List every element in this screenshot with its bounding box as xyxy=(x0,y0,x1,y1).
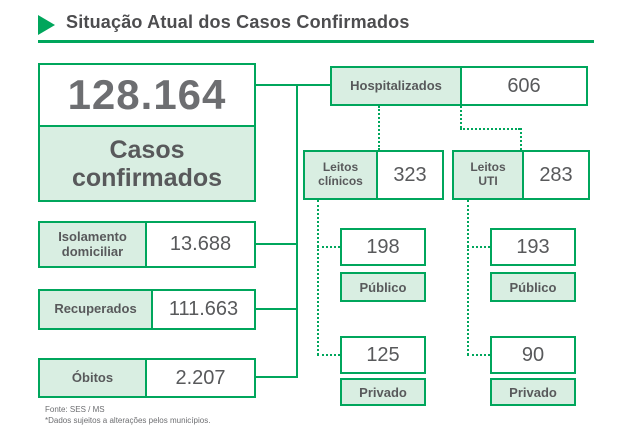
footer-source: Fonte: SES / MS xyxy=(45,405,105,414)
footer-note: *Dados sujeitos a alterações pelos munic… xyxy=(45,416,211,425)
title-bullet-icon xyxy=(38,15,55,35)
stat-leitos-uti-label: Leitos UTI xyxy=(454,152,524,198)
confirmed-cases-card: 128.164 Casos confirmados xyxy=(38,63,256,202)
connector-uti-publico-stub xyxy=(467,246,490,248)
stat-leitos-clinicos-value: 323 xyxy=(393,163,427,186)
stat-leitos-uti-value: 283 xyxy=(539,163,573,186)
stat-isolamento-value: 13.688 xyxy=(169,233,232,255)
uti-publico-label: Público xyxy=(490,272,576,302)
confirmed-cases-label: Casos confirmados xyxy=(40,127,254,200)
connector-hosp-to-uti-down xyxy=(520,128,522,150)
connector-uti-trunk xyxy=(467,200,469,355)
connector-clinicos-trunk xyxy=(317,200,319,355)
stat-isolamento-label: Isolamento domiciliar xyxy=(40,223,147,266)
connector-clinicos-publico-stub xyxy=(317,246,340,248)
confirmed-cases-value: 128.164 xyxy=(40,65,254,127)
title-underline xyxy=(38,40,594,43)
clinicos-privado-value: 125 xyxy=(340,336,426,374)
connector-hosp-to-clinicos xyxy=(378,106,380,150)
page-title: Situação Atual dos Casos Confirmados xyxy=(66,12,410,32)
connector-obitos-stub xyxy=(256,376,298,378)
stat-leitos-clinicos: Leitos clínicos 323 xyxy=(303,150,444,200)
stat-isolamento-domiciliar: Isolamento domiciliar 13.688 xyxy=(38,221,256,268)
stat-obitos: Óbitos 2.207 xyxy=(38,358,256,398)
connector-clinicos-privado-stub xyxy=(317,354,340,356)
connector-isolamento-stub xyxy=(256,243,298,245)
connector-hosp-to-uti-drop xyxy=(460,106,462,128)
connector-main-to-hospitalizados xyxy=(256,84,330,86)
stat-recuperados-label: Recuperados xyxy=(40,291,153,328)
connector-recuperados-stub xyxy=(256,308,298,310)
uti-privado-label: Privado xyxy=(490,378,576,406)
stat-obitos-label: Óbitos xyxy=(40,360,147,396)
stat-hospitalizados: Hospitalizados 606 xyxy=(330,66,588,106)
stat-leitos-uti: Leitos UTI 283 xyxy=(452,150,590,200)
stat-obitos-value: 2.207 xyxy=(175,366,226,389)
stat-leitos-clinicos-label: Leitos clínicos xyxy=(305,152,378,198)
clinicos-publico-value: 198 xyxy=(340,228,426,266)
uti-publico-value: 193 xyxy=(490,228,576,266)
connector-hosp-to-uti-elbow xyxy=(460,128,520,130)
connector-uti-privado-stub xyxy=(467,354,490,356)
stat-recuperados: Recuperados 111.663 xyxy=(38,289,256,330)
stat-hospitalizados-value: 606 xyxy=(507,74,541,97)
stat-hospitalizados-label: Hospitalizados xyxy=(332,68,462,104)
connector-left-trunk xyxy=(296,84,298,378)
clinicos-privado-label: Privado xyxy=(340,378,426,406)
clinicos-publico-label: Público xyxy=(340,272,426,302)
uti-privado-value: 90 xyxy=(490,336,576,374)
stat-recuperados-value: 111.663 xyxy=(168,298,239,320)
